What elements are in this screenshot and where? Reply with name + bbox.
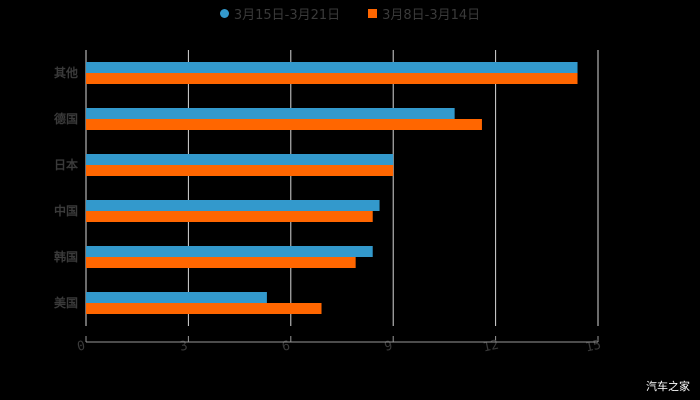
category-label: 其他 [54,65,78,80]
category-label: 日本 [54,157,78,172]
bar-blue [86,200,380,211]
legend-label: 3月15日-3月21日 [233,8,341,23]
legend-marker-blue [219,9,229,18]
bar-blue [86,108,455,119]
legend-item-series2[interactable]: 3月8日-3月14日 [368,4,480,23]
legend-marker-orange [368,9,378,18]
bar-blue [86,246,373,257]
legend-label: 3月8日-3月14日 [382,8,481,23]
category-label: 韩国 [54,249,78,264]
chart-legend: 3月15日-3月21日 3月8日-3月14日 [0,4,700,23]
bar-orange [86,165,394,176]
x-tick-label: 9 [383,338,394,354]
bar-orange [86,119,482,130]
x-tick-label: 0 [76,338,87,354]
bar-orange [86,257,356,268]
watermark: 汽车之家 [646,380,690,393]
x-tick-label: 6 [281,338,292,354]
category-label: 美国 [54,295,78,310]
bar-blue [86,154,394,165]
x-tick-label: 3 [178,338,189,354]
category-label: 德国 [54,111,78,126]
x-tick-label: 12 [482,338,500,356]
legend-item-series1[interactable]: 3月15日-3月21日 [219,4,341,23]
category-label: 中国 [54,203,78,218]
bar-orange [86,303,322,314]
bar-orange [86,73,578,84]
x-tick-label: 15 [584,338,602,356]
bar-orange [86,211,373,222]
bar-blue [86,292,267,303]
bar-blue [86,62,578,73]
